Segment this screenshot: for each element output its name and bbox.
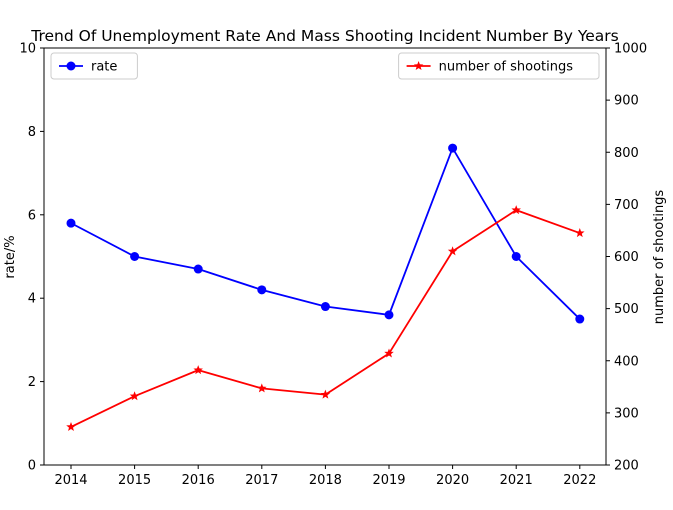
data-point-number-of-shootings — [257, 383, 267, 393]
data-point-number-of-shootings — [384, 348, 394, 358]
legend-label: number of shootings — [439, 60, 574, 75]
chart-title: Trend Of Unemployment Rate And Mass Shoo… — [30, 27, 618, 45]
x-tick-label: 2018 — [309, 473, 342, 488]
legend-label: rate — [91, 60, 117, 75]
legend-number-of-shootings: number of shootings — [398, 52, 600, 80]
y-right-tick-label: 800 — [614, 146, 639, 161]
data-point-number-of-shootings — [66, 421, 76, 431]
legend-marker — [413, 61, 424, 71]
legend-box — [398, 52, 600, 80]
data-point-rate — [575, 314, 585, 324]
y-right-tick-label: 600 — [614, 250, 639, 265]
data-point-number-of-shootings — [575, 228, 585, 238]
y-axis-left-label: rate/% — [3, 235, 18, 278]
x-tick-label: 2019 — [372, 473, 405, 488]
data-point-number-of-shootings — [320, 389, 331, 399]
data-point-rate — [320, 302, 330, 312]
y-axis-right-label: number of shootings — [652, 190, 667, 325]
data-point-rate — [448, 143, 458, 153]
y-right-tick-label: 500 — [614, 302, 639, 317]
legend-rate: rate — [50, 52, 138, 80]
y-right-tick-label: 700 — [614, 198, 639, 213]
y-right-tick-label: 300 — [614, 406, 639, 421]
legend-marker — [66, 61, 76, 71]
x-tick-label: 2015 — [118, 473, 151, 488]
x-tick-label: 2022 — [563, 473, 596, 488]
y-left-tick-label: 8 — [28, 125, 36, 140]
data-point-number-of-shootings — [129, 391, 140, 401]
series-line-rate — [70, 147, 581, 320]
x-tick-label: 2016 — [182, 473, 215, 488]
y-left-tick-label: 0 — [28, 459, 36, 474]
data-point-rate — [193, 264, 203, 274]
y-right-tick-label: 900 — [614, 94, 639, 109]
x-tick-label: 2021 — [500, 473, 533, 488]
data-point-rate — [384, 310, 394, 320]
x-tick-label: 2017 — [245, 473, 278, 488]
legend-box — [50, 52, 138, 80]
data-point-number-of-shootings — [511, 205, 521, 215]
y-left-tick-label: 2 — [28, 375, 36, 390]
data-point-rate — [66, 218, 76, 228]
y-right-tick-label: 1000 — [614, 42, 647, 57]
x-tick-label: 2020 — [436, 473, 469, 488]
y-left-tick-label: 4 — [28, 292, 36, 307]
plot-frame — [43, 47, 607, 466]
y-right-tick-label: 400 — [614, 354, 639, 369]
x-tick-label: 2014 — [54, 473, 87, 488]
data-point-rate — [130, 252, 140, 261]
y-left-tick-label: 10 — [19, 42, 36, 57]
data-point-rate — [257, 285, 267, 295]
data-point-number-of-shootings — [447, 246, 458, 256]
y-right-tick-label: 200 — [614, 459, 639, 474]
y-left-tick-label: 6 — [28, 208, 36, 223]
data-point-number-of-shootings — [193, 365, 203, 375]
data-point-rate — [511, 252, 521, 261]
